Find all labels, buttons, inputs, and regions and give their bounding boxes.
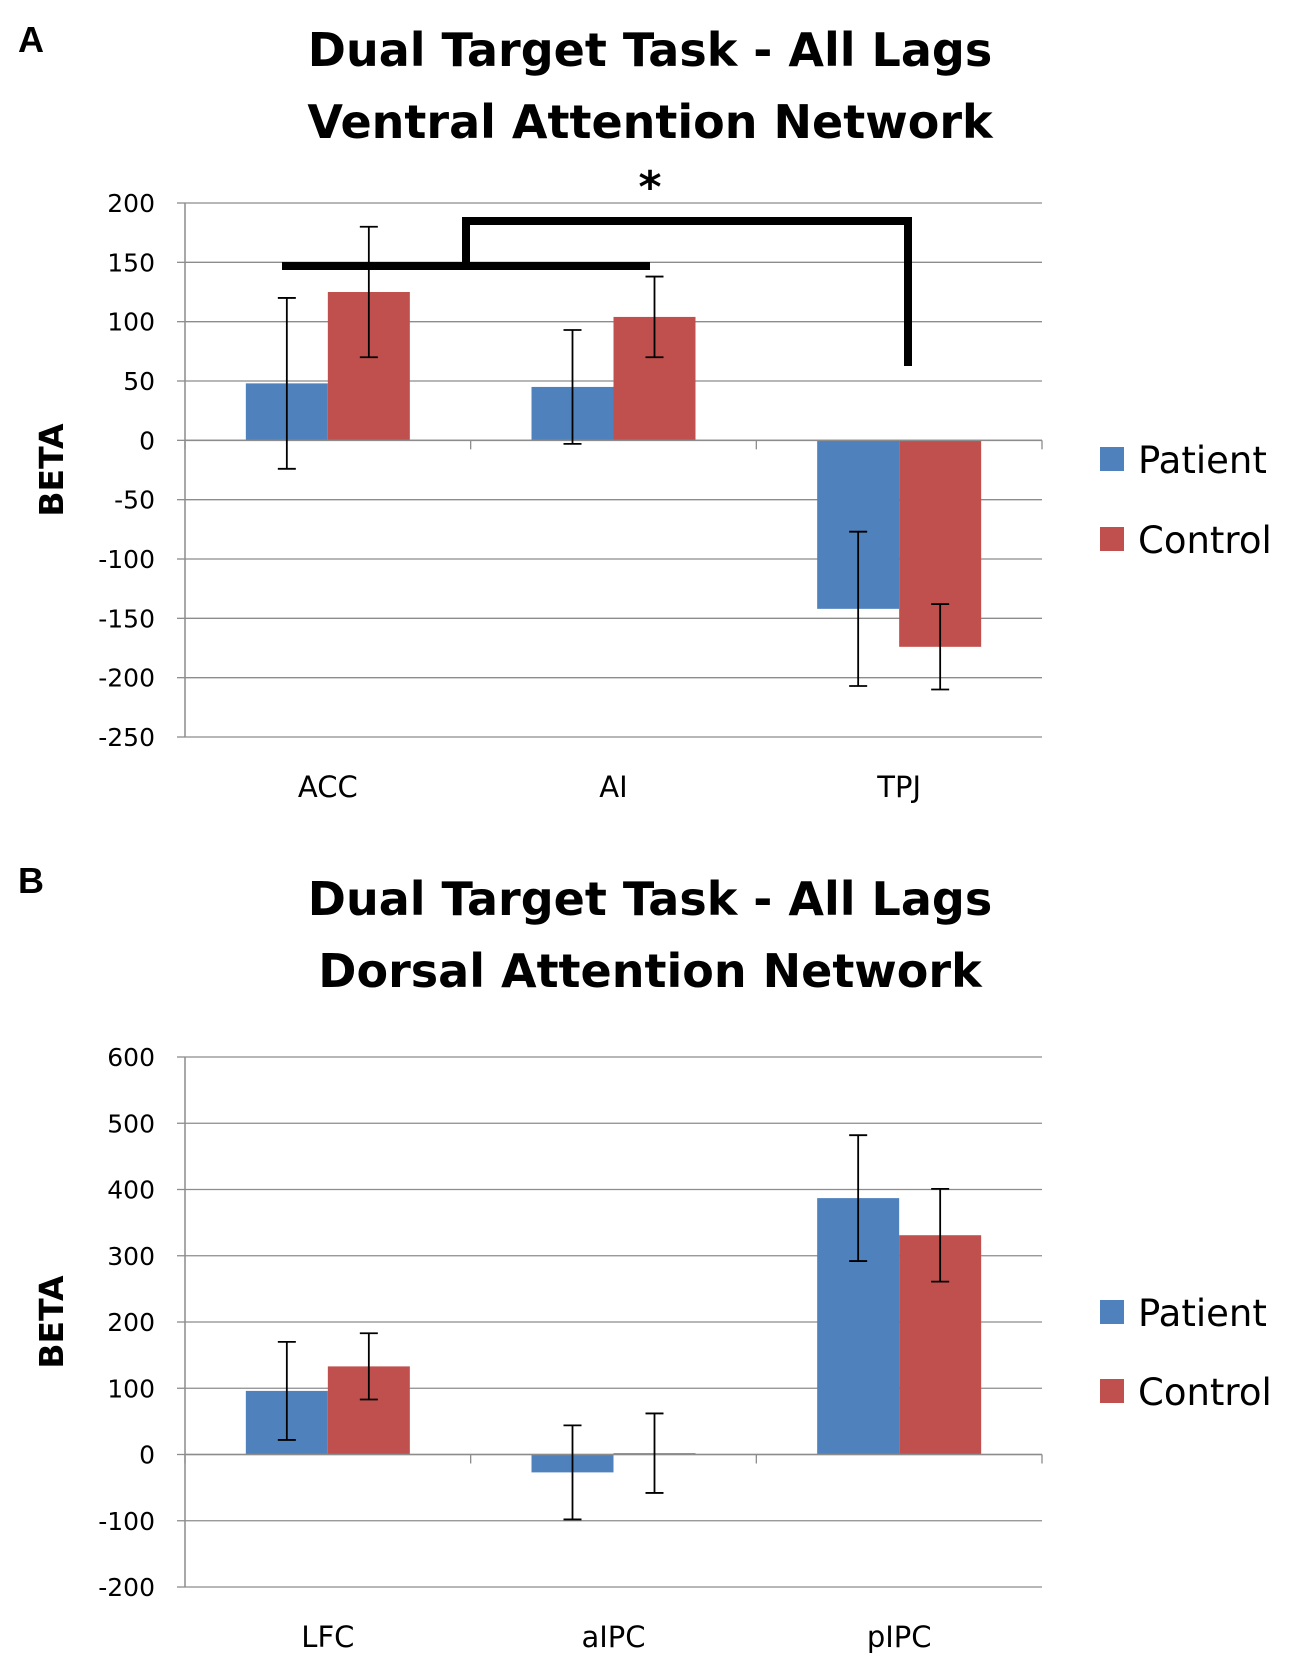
legend-swatch-control (1100, 527, 1124, 551)
legend-label-control: Control (1138, 1371, 1272, 1414)
panel-b-bars (245, 1198, 982, 1473)
legend-swatch-patient (1100, 1300, 1124, 1324)
y-tick-label: 200 (107, 1308, 155, 1337)
panel-a-error-bars (277, 225, 950, 691)
panel-b-title-line2: Dorsal Attention Network (318, 944, 983, 998)
y-tick-label: 150 (107, 248, 155, 277)
legend-label-patient: Patient (1138, 1292, 1267, 1335)
legend-swatch-patient (1100, 447, 1124, 471)
panel-a-significance-bracket: * (282, 162, 912, 366)
y-tick-label: 300 (107, 1242, 155, 1271)
y-tick-label: -100 (98, 545, 155, 574)
panel-b-legend: Patient Control (1100, 1292, 1272, 1414)
panel-b-error-bars (277, 1134, 950, 1521)
y-tick-label: -100 (98, 1507, 155, 1536)
significance-star: * (638, 162, 661, 213)
y-tick-label: 0 (139, 426, 155, 455)
category-label: pIPC (867, 1620, 932, 1654)
category-label: ACC (298, 770, 358, 804)
y-tick-label: 100 (107, 308, 155, 337)
panel-a-bars (245, 292, 982, 647)
panel-a-axes (177, 202, 1043, 738)
panel-a-legend: Patient Control (1100, 439, 1272, 562)
y-tick-label: -50 (114, 486, 155, 515)
legend-swatch-control (1100, 1379, 1124, 1403)
panel-b-axes (177, 1056, 1043, 1588)
category-label: aIPC (581, 1620, 645, 1654)
y-tick-label: 200 (107, 189, 155, 218)
panel-b-category-labels: LFC aIPC pIPC (301, 1620, 931, 1654)
panel-b-title-line1: Dual Target Task - All Lags (308, 872, 992, 926)
panel-a-title-line2: Ventral Attention Network (307, 95, 994, 149)
bracket-connector (462, 217, 912, 366)
panel-b-letter: B (18, 860, 44, 901)
legend-label-patient: Patient (1138, 439, 1267, 482)
y-tick-label: -150 (98, 604, 155, 633)
panel-b-y-tick-labels: -200 -100 0 100 200 300 400 500 600 (98, 1043, 155, 1602)
category-label: TPJ (876, 770, 921, 804)
y-tick-label: 50 (123, 367, 155, 396)
panel-a-letter: A (18, 19, 44, 60)
y-tick-label: -200 (98, 664, 155, 693)
category-label: LFC (301, 1620, 354, 1654)
panel-a: A Dual Target Task - All Lags Ventral At… (18, 19, 1272, 804)
y-tick-label: 500 (107, 1109, 155, 1138)
y-tick-label: -200 (98, 1573, 155, 1602)
panel-a-title-line1: Dual Target Task - All Lags (308, 23, 992, 77)
y-tick-label: 100 (107, 1374, 155, 1403)
category-label: AI (599, 770, 627, 804)
y-tick-label: 0 (139, 1441, 155, 1470)
y-tick-label: 600 (107, 1043, 155, 1072)
panel-b-y-axis-label: BETA (32, 1275, 71, 1369)
panel-a-category-labels: ACC AI TPJ (298, 770, 921, 804)
y-tick-label: -250 (98, 723, 155, 752)
y-tick-label: 400 (107, 1176, 155, 1205)
legend-label-control: Control (1138, 519, 1272, 562)
panel-a-y-axis-label: BETA (32, 423, 71, 517)
panel-b: B Dual Target Task - All Lags Dorsal Att… (18, 860, 1272, 1654)
panel-a-y-tick-labels: -250 -200 -150 -100 -50 0 50 100 150 200 (98, 189, 155, 752)
